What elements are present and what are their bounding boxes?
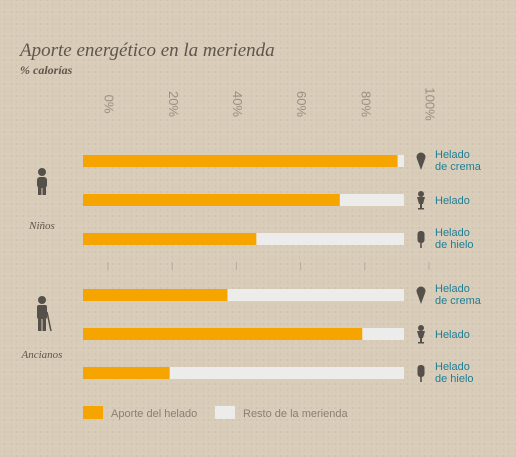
legend-item: Aporte del helado: [83, 406, 197, 420]
elder-icon: [37, 296, 52, 332]
bar-label-line2: de hielo: [435, 239, 474, 251]
popsicle-icon: [417, 231, 425, 248]
bar-label: Helado: [435, 227, 470, 239]
chart-subtitle: % calorías: [20, 63, 73, 77]
bar-value: [83, 289, 228, 301]
legend-swatch: [215, 406, 235, 419]
bar-label-line2: de crema: [435, 161, 482, 173]
bar-value: [83, 367, 170, 379]
x-tick-label: 80%: [358, 91, 373, 117]
cup-icon: [417, 191, 425, 210]
x-tick-label: 40%: [230, 91, 245, 117]
chart-title: Aporte energético en la merienda: [18, 40, 275, 61]
popsicle-icon: [417, 365, 425, 382]
bar-value: [83, 328, 363, 340]
bar-label: Helado: [435, 329, 470, 341]
legend-label: Resto de la merienda: [243, 408, 348, 420]
legend-label: Aporte del helado: [111, 408, 197, 420]
bar-value: [83, 194, 340, 206]
bar-label: Helado: [435, 149, 470, 161]
cone-icon: [416, 152, 426, 170]
bar-label-line2: de crema: [435, 295, 482, 307]
x-tick-label: 100%: [423, 87, 438, 121]
x-tick-label: 0%: [102, 95, 117, 114]
bar-label: Helado: [435, 195, 470, 207]
group-label: Niños: [28, 220, 55, 232]
legend-swatch: [83, 406, 103, 419]
cone-icon: [416, 286, 426, 304]
bar-label: Helado: [435, 361, 470, 373]
group-label: Ancianos: [21, 349, 63, 361]
x-tick-label: 60%: [294, 91, 309, 117]
bar-label-line2: de hielo: [435, 373, 474, 385]
bar-value: [83, 155, 398, 167]
bar-value: [83, 233, 257, 245]
bar-label: Helado: [435, 283, 470, 295]
child-icon: [37, 168, 47, 195]
legend-item: Resto de la merienda: [215, 406, 348, 420]
cup-icon: [417, 325, 425, 344]
x-axis-ticks: 0% 20% 40% 60% 80% 100%: [102, 87, 438, 270]
x-tick-label: 20%: [166, 91, 181, 117]
legend: Aporte del helado Resto de la merienda: [83, 406, 348, 420]
